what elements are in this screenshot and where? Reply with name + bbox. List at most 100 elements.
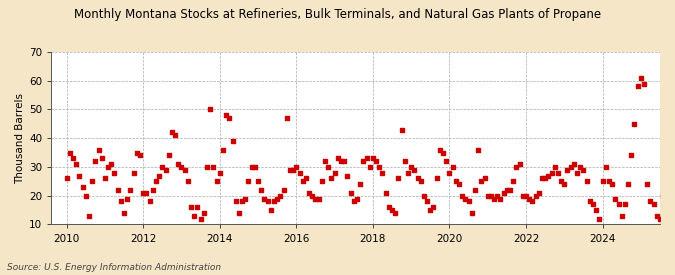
Point	[317, 179, 327, 183]
Point	[377, 170, 388, 175]
Point	[364, 165, 375, 169]
Point	[402, 170, 413, 175]
Point	[581, 179, 592, 183]
Point	[297, 179, 308, 183]
Point	[460, 196, 470, 201]
Point	[259, 196, 270, 201]
Point	[272, 196, 283, 201]
Point	[243, 179, 254, 183]
Point	[435, 147, 446, 152]
Point	[217, 147, 228, 152]
Point	[234, 211, 244, 215]
Point	[215, 170, 225, 175]
Point	[585, 199, 595, 204]
Point	[195, 216, 206, 221]
Point	[115, 199, 126, 204]
Point	[670, 216, 675, 221]
Point	[147, 188, 158, 192]
Point	[422, 199, 433, 204]
Point	[128, 170, 139, 175]
Point	[485, 194, 496, 198]
Point	[530, 194, 541, 198]
Point	[658, 194, 669, 198]
Point	[304, 191, 315, 195]
Point	[358, 159, 369, 163]
Point	[508, 179, 518, 183]
Point	[262, 199, 273, 204]
Point	[607, 182, 618, 186]
Point	[632, 84, 643, 89]
Point	[520, 194, 531, 198]
Point	[470, 188, 481, 192]
Point	[278, 188, 289, 192]
Point	[141, 191, 152, 195]
Point	[310, 196, 321, 201]
Point	[441, 159, 452, 163]
Text: Source: U.S. Energy Information Administration: Source: U.S. Energy Information Administ…	[7, 263, 221, 272]
Point	[549, 165, 560, 169]
Point	[323, 165, 333, 169]
Point	[240, 196, 250, 201]
Point	[99, 176, 110, 181]
Point	[454, 182, 464, 186]
Point	[492, 194, 503, 198]
Point	[623, 182, 634, 186]
Point	[651, 214, 662, 218]
Point	[80, 194, 91, 198]
Point	[269, 199, 279, 204]
Point	[103, 165, 113, 169]
Point	[380, 191, 391, 195]
Point	[74, 174, 85, 178]
Point	[629, 122, 640, 126]
Point	[425, 208, 435, 212]
Point	[342, 174, 353, 178]
Point	[167, 130, 178, 135]
Point	[169, 133, 180, 138]
Point	[294, 170, 305, 175]
Point	[163, 153, 174, 158]
Point	[527, 199, 538, 204]
Point	[154, 174, 165, 178]
Point	[307, 194, 318, 198]
Point	[205, 107, 215, 112]
Point	[616, 214, 627, 218]
Point	[498, 191, 509, 195]
Point	[288, 168, 298, 172]
Point	[339, 159, 350, 163]
Point	[594, 216, 605, 221]
Point	[524, 196, 535, 201]
Point	[655, 216, 666, 221]
Point	[265, 208, 276, 212]
Point	[361, 156, 372, 161]
Point	[668, 196, 675, 201]
Point	[348, 199, 359, 204]
Point	[352, 196, 362, 201]
Point	[565, 165, 576, 169]
Point	[437, 150, 448, 155]
Point	[466, 211, 477, 215]
Point	[134, 153, 145, 158]
Point	[444, 170, 455, 175]
Point	[412, 176, 423, 181]
Point	[575, 165, 586, 169]
Point	[415, 179, 426, 183]
Point	[489, 196, 500, 201]
Point	[221, 113, 232, 117]
Point	[502, 188, 512, 192]
Point	[106, 162, 117, 166]
Point	[479, 176, 490, 181]
Point	[603, 179, 614, 183]
Point	[457, 194, 468, 198]
Point	[635, 76, 646, 80]
Point	[537, 176, 547, 181]
Point	[642, 182, 653, 186]
Point	[151, 179, 161, 183]
Point	[224, 116, 235, 120]
Point	[463, 199, 474, 204]
Point	[562, 168, 573, 172]
Point	[285, 168, 296, 172]
Point	[543, 174, 554, 178]
Point	[406, 165, 416, 169]
Point	[173, 162, 184, 166]
Point	[313, 196, 324, 201]
